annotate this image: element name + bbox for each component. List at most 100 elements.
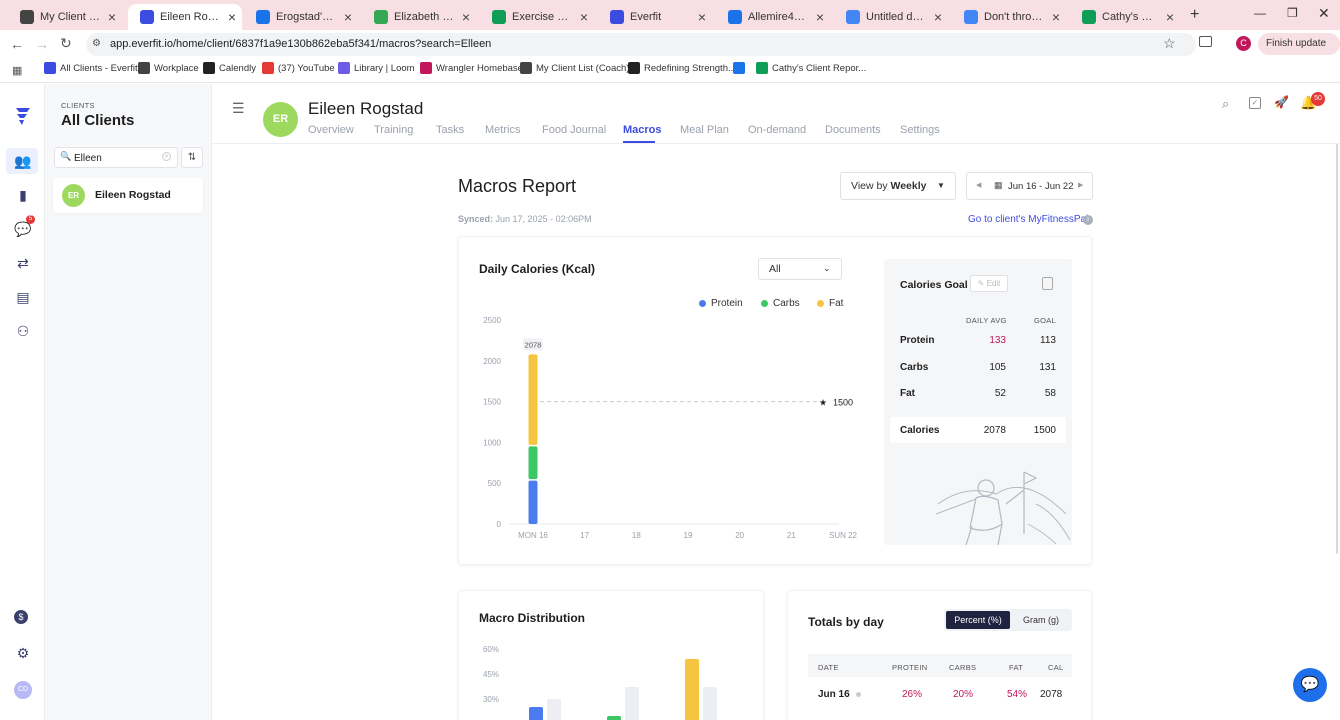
- tab-meal-plan[interactable]: Meal Plan: [680, 124, 729, 136]
- client-search-box[interactable]: 🔍 Elleen ×: [54, 147, 178, 168]
- tab-on-demand[interactable]: On-demand: [748, 124, 807, 136]
- close-tab-icon[interactable]: ×: [1165, 9, 1174, 25]
- close-tab-icon[interactable]: ×: [933, 9, 942, 25]
- close-tab-icon[interactable]: ×: [107, 9, 116, 25]
- bookmark-item[interactable]: All Clients - Everfit: [44, 62, 138, 74]
- clear-search-icon[interactable]: ×: [162, 152, 171, 161]
- close-tab-icon[interactable]: ×: [815, 9, 824, 25]
- td-protein: 26%: [902, 689, 923, 700]
- maximize-button[interactable]: ❐: [1287, 6, 1298, 20]
- bookmark-star-icon[interactable]: ☆: [1163, 35, 1176, 51]
- notes-icon[interactable]: [1042, 277, 1053, 290]
- mfp-link[interactable]: Go to client's MyFitnessPal: [968, 214, 1089, 225]
- browser-tab[interactable]: Exercise Swaps - G ×: [480, 4, 594, 30]
- coach-avatar[interactable]: CD: [14, 681, 32, 699]
- tab-favicon-icon: [1082, 10, 1096, 24]
- percent-toggle-button[interactable]: Percent (%): [946, 611, 1010, 629]
- tab-overview[interactable]: Overview: [308, 124, 354, 136]
- gram-toggle-button[interactable]: Gram (g): [1023, 615, 1059, 625]
- bookmark-icon: [520, 62, 532, 74]
- close-tab-icon[interactable]: ×: [227, 9, 236, 25]
- dist-bar-fat: [685, 659, 699, 720]
- bookmark-item[interactable]: Redefining Strength...: [628, 62, 736, 74]
- chat-support-button[interactable]: 💬: [1293, 668, 1327, 702]
- cast-icon[interactable]: [1199, 36, 1212, 47]
- edit-goal-button[interactable]: ✎ Edit: [970, 275, 1008, 292]
- bookmark-icon: [733, 62, 745, 74]
- next-week-icon[interactable]: ▶: [1078, 182, 1084, 189]
- close-tab-icon[interactable]: ×: [1051, 9, 1060, 25]
- calendar-icon: ▦: [994, 180, 1003, 190]
- bar-total-label: 2078: [525, 340, 542, 349]
- browser-tab[interactable]: Erogstad's Food D ×: [244, 4, 358, 30]
- finish-update-button[interactable]: Finish update ⋮: [1258, 33, 1340, 71]
- messages-icon[interactable]: 💬: [14, 220, 32, 237]
- automation-icon[interactable]: ⇄: [17, 254, 29, 271]
- close-tab-icon[interactable]: ×: [461, 9, 470, 25]
- tab-training[interactable]: Training: [374, 124, 414, 136]
- sort-button[interactable]: ⇅: [181, 147, 203, 168]
- browser-tab[interactable]: Everfit ×: [598, 4, 712, 30]
- search-icon[interactable]: ⌕: [1222, 96, 1230, 111]
- tab-macros[interactable]: Macros: [623, 124, 662, 136]
- tab-food-journal[interactable]: Food Journal: [542, 124, 607, 136]
- inbox-icon[interactable]: ▤: [16, 288, 30, 305]
- browser-tab[interactable]: Elizabeth Steinber ×: [362, 4, 476, 30]
- bookmark-item[interactable]: (37) YouTube: [262, 62, 335, 74]
- apps-grid-icon[interactable]: ▦: [12, 65, 23, 77]
- tab-documents[interactable]: Documents: [825, 124, 881, 136]
- team-icon[interactable]: ⚇: [16, 322, 30, 339]
- minimize-button[interactable]: —: [1254, 6, 1266, 20]
- clients-icon[interactable]: 👥: [14, 152, 32, 169]
- goal-row-avg: 133: [989, 335, 1006, 346]
- bookmark-item[interactable]: [733, 62, 749, 74]
- profile-avatar[interactable]: C: [1236, 36, 1251, 51]
- tab-favicon-icon: [846, 10, 860, 24]
- client-list-item[interactable]: ER Eileen Rogstad: [53, 178, 203, 213]
- daily-calories-title: Daily Calories (Kcal): [479, 262, 596, 276]
- back-icon[interactable]: ←: [10, 36, 24, 52]
- browser-tab[interactable]: Eileen Rogstad - M ×: [128, 4, 242, 30]
- tab-tasks[interactable]: Tasks: [436, 124, 465, 136]
- all-clients-title[interactable]: All Clients: [61, 112, 135, 129]
- browser-tab[interactable]: Cathy's Client Rep ×: [1070, 4, 1180, 30]
- payment-icon[interactable]: $: [14, 610, 28, 624]
- library-icon[interactable]: ▮: [19, 186, 27, 203]
- tasks-check-icon[interactable]: ✓: [1249, 97, 1261, 109]
- hamburger-menu-icon[interactable]: ☰: [232, 100, 245, 116]
- settings-gear-icon[interactable]: ⚙: [16, 644, 30, 661]
- rocket-icon[interactable]: 🚀: [1274, 95, 1289, 109]
- dist-bar-protein-goal: [547, 699, 561, 720]
- close-tab-icon[interactable]: ×: [697, 9, 706, 25]
- browser-tab[interactable]: Allemire421's Foo ×: [716, 4, 830, 30]
- browser-tab[interactable]: Don't throw in the ×: [952, 4, 1066, 30]
- info-icon[interactable]: i: [1083, 215, 1093, 225]
- th-cal: CAL: [1048, 663, 1064, 672]
- macro-filter-dropdown[interactable]: All ⌄: [758, 258, 842, 280]
- prev-week-icon[interactable]: ◀: [976, 182, 982, 189]
- search-input[interactable]: Elleen: [74, 153, 102, 164]
- close-tab-icon[interactable]: ×: [579, 9, 588, 25]
- bookmark-item[interactable]: Library | Loom: [338, 62, 415, 74]
- bookmark-item[interactable]: Cathy's Client Repor...: [756, 62, 866, 74]
- new-tab-button[interactable]: +: [1190, 6, 1200, 23]
- bookmark-item[interactable]: Workplace: [138, 62, 199, 74]
- reload-icon[interactable]: ↻: [60, 35, 72, 51]
- tab-metrics[interactable]: Metrics: [485, 124, 521, 136]
- close-window-button[interactable]: ✕: [1318, 5, 1330, 21]
- everfit-logo-icon[interactable]: [14, 106, 32, 126]
- browser-tab[interactable]: Untitled documen ×: [834, 4, 948, 30]
- bookmark-item[interactable]: Wrangler Homebase: [420, 62, 523, 74]
- client-header-name: Eileen Rogstad: [308, 99, 424, 118]
- site-info-icon[interactable]: ⚙: [92, 38, 101, 49]
- page-scrollbar[interactable]: [1336, 144, 1338, 554]
- bookmark-item[interactable]: Calendly: [203, 62, 256, 74]
- bookmark-item[interactable]: My Client List (Coach): [520, 62, 629, 74]
- view-by-dropdown[interactable]: View by Weekly ▼: [840, 172, 956, 200]
- close-tab-icon[interactable]: ×: [343, 9, 352, 25]
- browser-tab[interactable]: My Client List (Co ×: [8, 4, 122, 30]
- url-field[interactable]: app.everfit.io/home/client/6837f1a9e130b…: [86, 33, 1196, 56]
- date-range-picker[interactable]: ◀ ▦ Jun 16 - Jun 22 ▶: [966, 172, 1093, 200]
- tab-settings[interactable]: Settings: [900, 124, 940, 136]
- forward-icon[interactable]: →: [35, 36, 49, 52]
